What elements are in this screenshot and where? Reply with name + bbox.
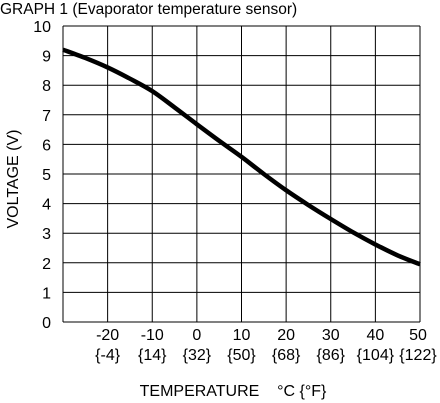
y-tick-label-5: 5	[42, 167, 51, 184]
x-tick-sublabel-2: {32}	[183, 347, 212, 364]
x-tick-sublabel-1: {14}	[138, 347, 167, 364]
y-tick-label-1: 1	[42, 285, 51, 302]
x-tick-label-5: 30	[322, 327, 340, 344]
x-tick-sublabel-0: {-4}	[95, 347, 121, 364]
plot-area	[62, 47, 421, 267]
x-tick-sublabel-6: {104}	[357, 347, 395, 364]
y-tick-label-8: 8	[42, 78, 51, 95]
x-tick-sublabel-4: {68}	[272, 347, 301, 364]
x-tick-label-0: -20	[96, 327, 119, 344]
x-tick-label-3: 10	[233, 327, 251, 344]
y-axis-label: VOLTAGE (V)	[5, 130, 22, 229]
x-tick-label-1: -10	[141, 327, 164, 344]
x-tick-labels: -20 {-4} -10 {14} 0 {32} 10 {50} 20 {68} 30 {86} 40 {…	[95, 327, 437, 364]
y-tick-label-7: 7	[42, 108, 51, 125]
x-tick-sublabel-5: {86}	[317, 347, 346, 364]
grid	[62, 25, 421, 323]
x-tick-label-2: 0	[192, 327, 201, 344]
x-tick-sublabel-3: {50}	[227, 347, 256, 364]
x-axis-label: TEMPERATURE °C {°F}	[140, 383, 327, 400]
chart-title: GRAPH 1 (Evaporator temperature sensor)	[0, 1, 298, 18]
x-tick-label-6: 40	[366, 327, 384, 344]
y-tick-label-6: 6	[42, 137, 51, 154]
y-tick-label-9: 9	[42, 49, 51, 66]
y-tick-label-4: 4	[42, 197, 51, 214]
series-line-0	[62, 47, 421, 267]
y-tick-labels: 0 1 2 3 4 5 6 7 8 9 10	[33, 19, 51, 332]
y-tick-label-2: 2	[42, 256, 51, 273]
y-tick-label-10: 10	[33, 19, 51, 36]
x-tick-label-4: 20	[277, 327, 295, 344]
y-tick-label-3: 3	[42, 226, 51, 243]
y-tick-label-0: 0	[42, 315, 51, 332]
x-tick-sublabel-7: {122}	[399, 347, 437, 364]
x-tick-label-7: 50	[409, 327, 427, 344]
